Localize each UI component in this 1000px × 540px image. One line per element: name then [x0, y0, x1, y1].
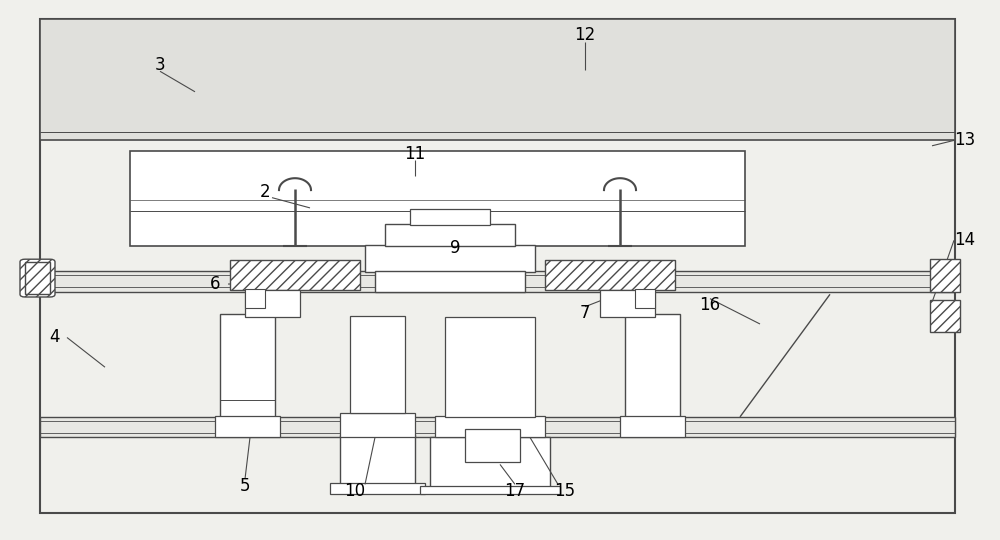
Bar — [215, 416, 280, 437]
Bar — [375, 271, 525, 292]
Bar — [625, 314, 680, 417]
Text: 2: 2 — [260, 183, 270, 201]
Bar — [545, 260, 675, 290]
Bar — [130, 151, 745, 246]
Bar — [330, 483, 425, 494]
Text: 16: 16 — [699, 296, 721, 314]
Bar — [340, 413, 415, 437]
Bar — [410, 209, 490, 225]
Bar — [40, 417, 955, 437]
Bar — [620, 416, 685, 437]
Bar — [465, 429, 520, 462]
Bar — [350, 316, 405, 413]
Bar — [40, 19, 955, 140]
Text: 9: 9 — [450, 239, 460, 258]
Bar — [600, 290, 655, 317]
Bar — [245, 289, 265, 308]
Bar — [445, 317, 535, 417]
Bar — [930, 259, 960, 292]
Bar — [40, 271, 955, 292]
Text: 10: 10 — [344, 482, 366, 501]
Bar — [245, 290, 300, 317]
Bar — [340, 435, 415, 486]
Text: 6: 6 — [210, 275, 220, 293]
Bar — [230, 260, 360, 290]
Bar — [385, 224, 515, 246]
Bar — [635, 289, 655, 308]
Bar — [435, 416, 545, 437]
Text: 17: 17 — [504, 482, 526, 501]
Bar — [25, 262, 50, 294]
Text: 13: 13 — [954, 131, 976, 150]
Text: 11: 11 — [404, 145, 426, 163]
Bar — [365, 245, 535, 272]
Bar — [420, 486, 560, 494]
Text: 14: 14 — [954, 231, 976, 249]
Bar — [430, 437, 550, 489]
Bar — [930, 300, 960, 332]
Bar — [220, 314, 275, 417]
Text: 3: 3 — [155, 56, 165, 74]
Text: 15: 15 — [554, 482, 576, 501]
Text: 12: 12 — [574, 26, 596, 44]
Text: 5: 5 — [240, 477, 250, 495]
FancyBboxPatch shape — [20, 259, 55, 297]
Text: 4: 4 — [50, 328, 60, 347]
Text: 7: 7 — [580, 304, 590, 322]
